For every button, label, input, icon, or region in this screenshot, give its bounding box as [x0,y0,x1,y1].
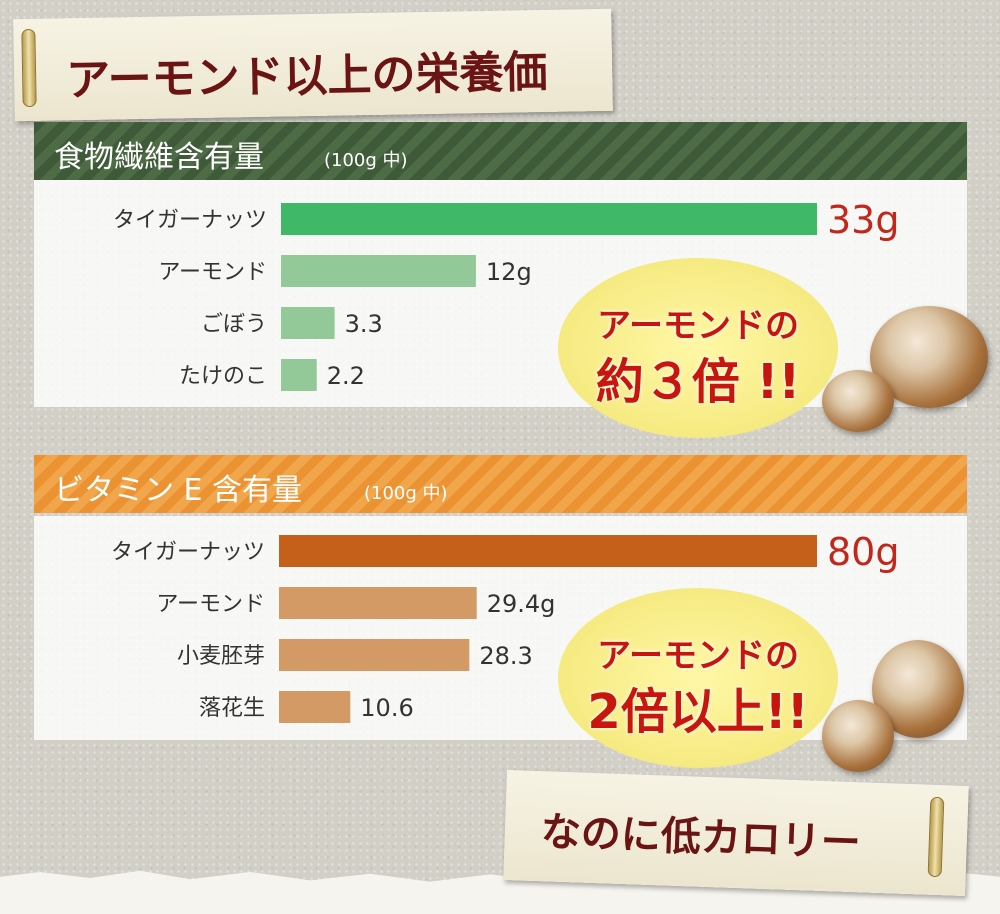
vitamin-e-unit-note: (100g 中) [364,483,448,504]
vitamin-e-callout: アーモンドの 2倍以上!! [558,588,838,768]
vitamin-e-category-label: タイガーナッツ [111,540,265,565]
tiger-nut-image [822,370,894,432]
fiber-category-label: たけのこ [179,364,267,389]
vitamin-e-category-label: アーモンド [156,592,265,617]
vitamin-e-value-label: 29.4g [487,590,556,618]
fiber-bar-2 [281,307,335,339]
vitamin-e-callout-line2: 2倍以上!! [587,684,809,740]
fiber-bar-1 [281,255,476,287]
fiber-heading: 食物繊維含有量 [54,140,264,175]
footer-text: なのに低カロリー [540,809,862,867]
vitamin-e-value-label: 80g [827,530,899,574]
fiber-value-label: 3.3 [345,310,383,338]
fiber-bar-0 [281,203,817,235]
fiber-bar-3 [281,359,317,391]
fiber-value-label: 12g [486,258,532,286]
vitamin-e-bar-0 [279,535,817,567]
fiber-callout-line1: アーモンドの [597,306,799,346]
fiber-callout-line2: 約３倍 !! [595,354,801,410]
paper-clip-icon [927,796,945,878]
vitamin-e-bar-1 [279,587,477,619]
fiber-category-label: タイガーナッツ [113,208,267,233]
vitamin-e-category-label: 落花生 [199,696,265,721]
vitamin-e-bar-3 [279,691,351,723]
fiber-value-label: 33g [827,198,899,242]
vitamin-e-value-label: 28.3 [479,642,532,670]
vitamin-e-callout-line1: アーモンドの [597,636,799,676]
vitamin-e-value-label: 10.6 [360,694,413,722]
fiber-callout: アーモンドの 約３倍 !! [558,258,838,438]
fiber-unit-note: (100g 中) [324,150,408,171]
tiger-nut-image [822,700,894,772]
fiber-value-label: 2.2 [327,362,365,390]
fiber-category-label: アーモンド [158,260,267,285]
vitamin-e-section-header: ビタミン E 含有量 (100g 中) [34,455,967,513]
footer-banner: なのに低カロリー [503,769,969,897]
fiber-section-header: 食物繊維含有量 (100g 中) [34,122,967,180]
fiber-category-label: ごぼう [201,312,267,337]
vitamin-e-category-label: 小麦胚芽 [177,644,265,669]
vitamin-e-heading: ビタミン E 含有量 [54,473,303,508]
vitamin-e-bar-2 [279,639,470,671]
